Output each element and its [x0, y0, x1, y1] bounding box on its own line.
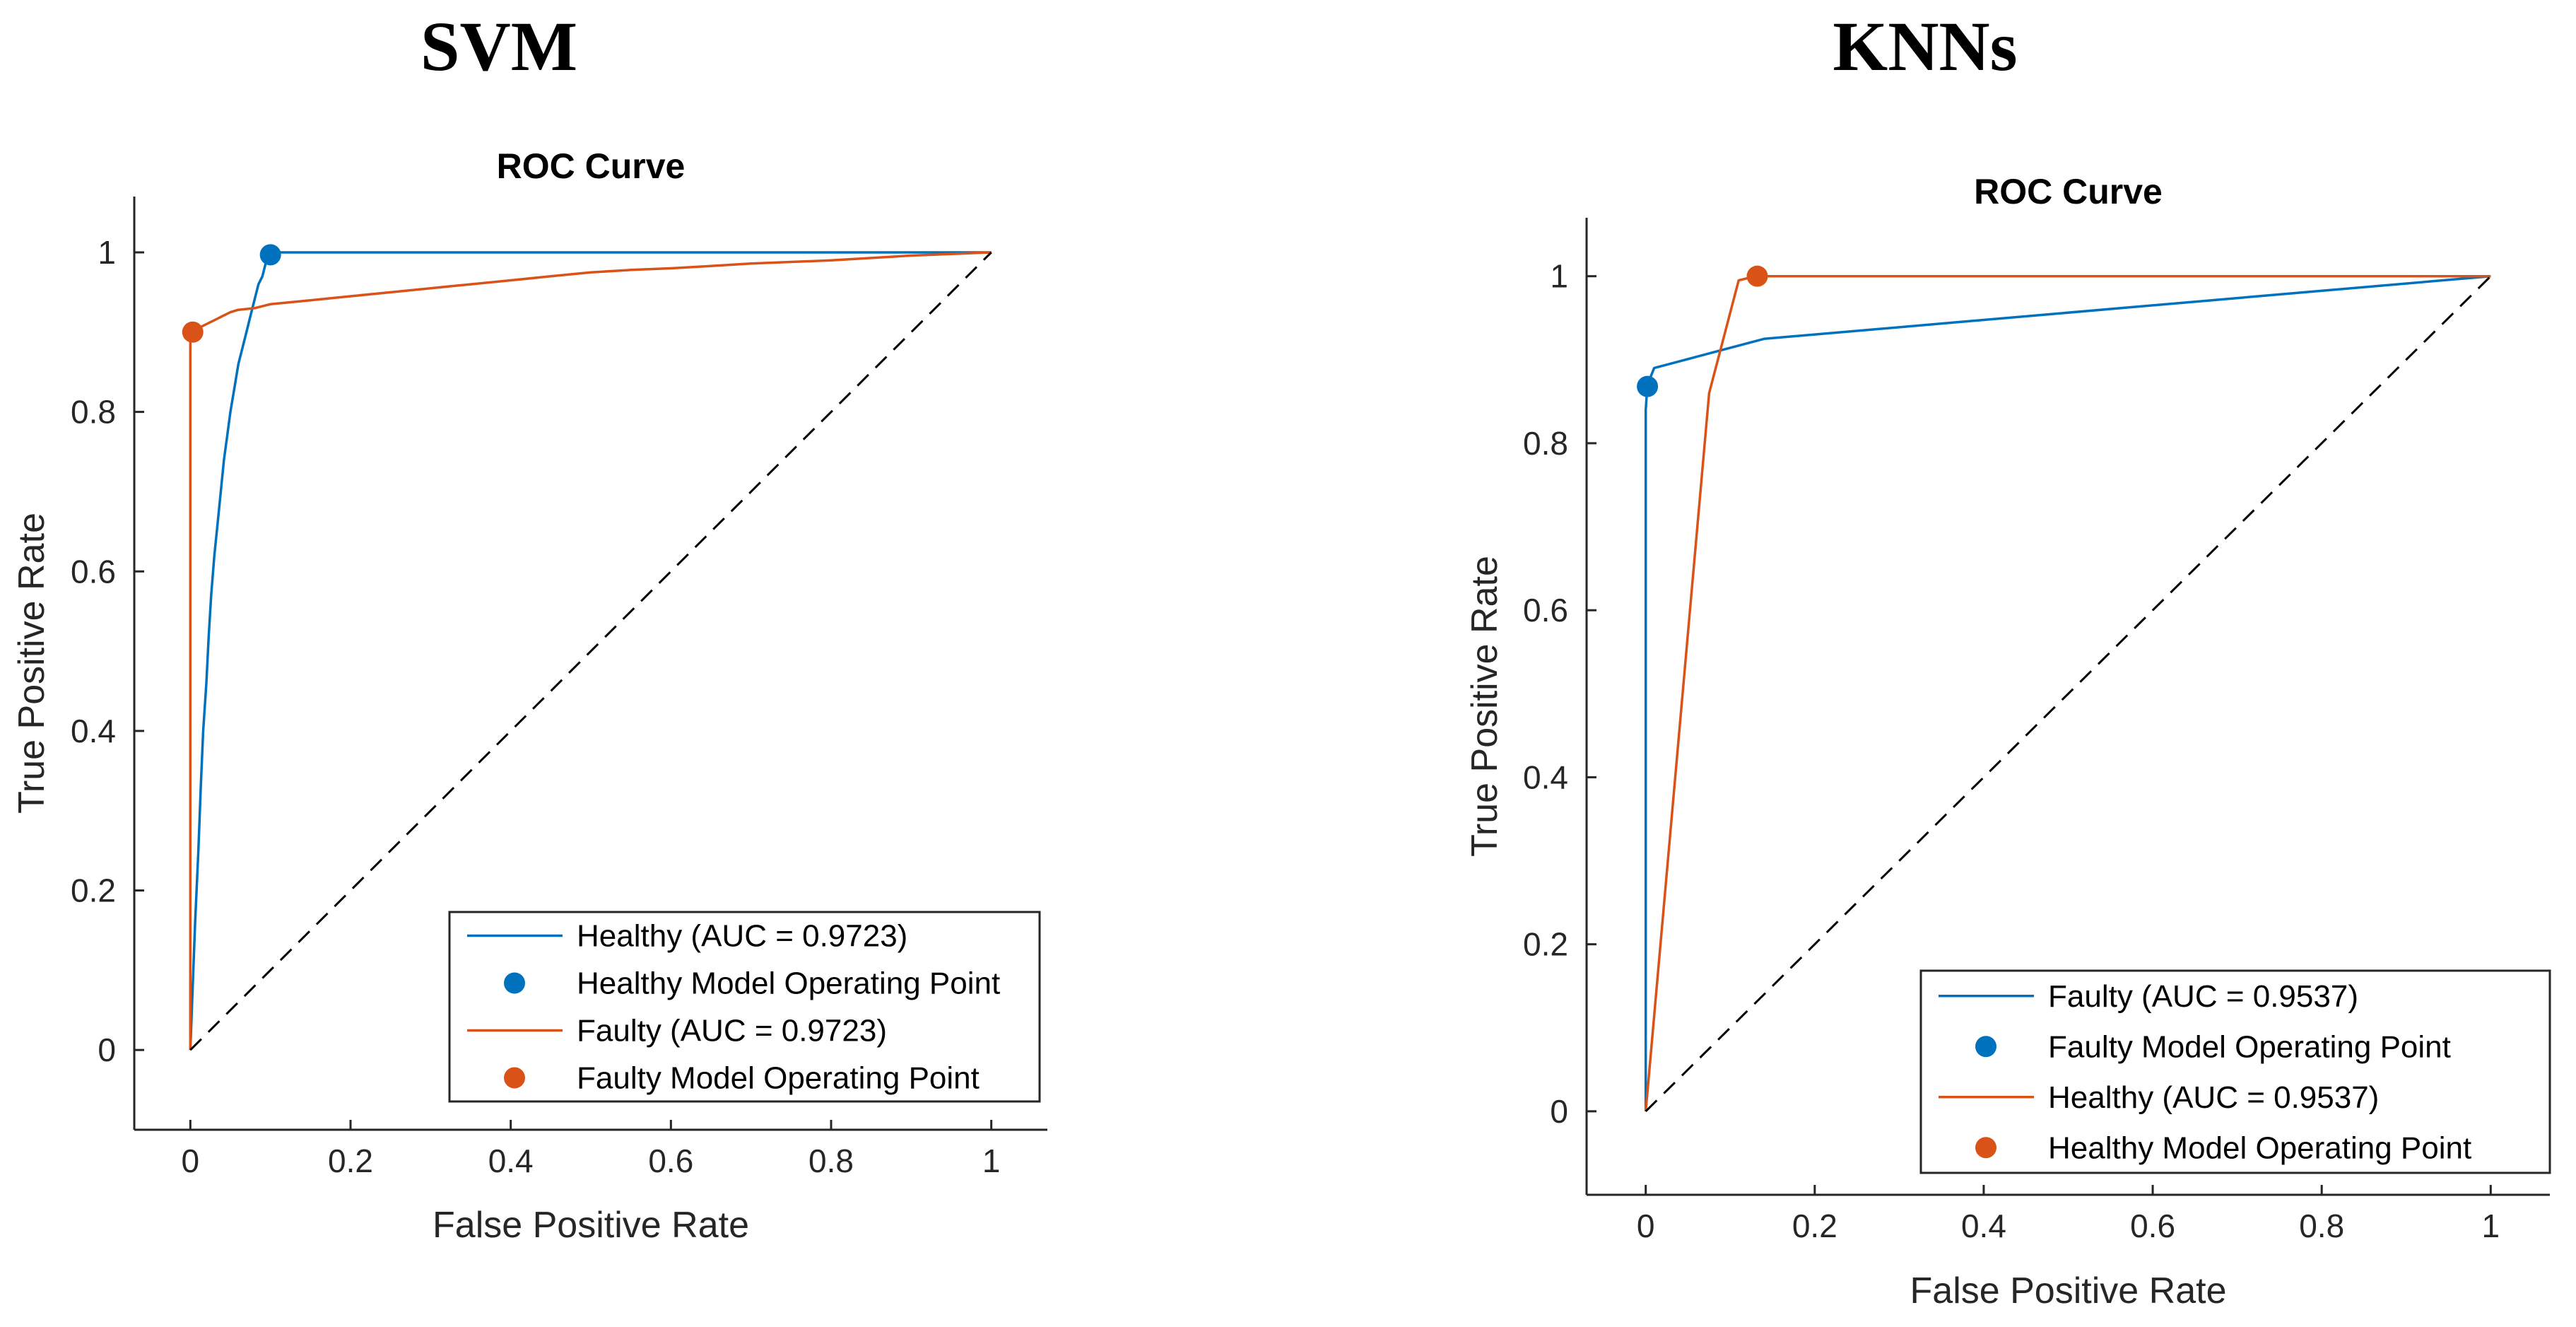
- legend-marker-swatch: [1975, 1036, 1996, 1058]
- y-tick-label: 0.4: [71, 713, 116, 749]
- x-tick-label: 0.8: [808, 1142, 854, 1179]
- knn-figure-title: KNNs: [1833, 7, 2018, 86]
- svm-figure-title: SVM: [420, 7, 578, 86]
- legend-marker-swatch: [1975, 1137, 1996, 1159]
- chance-diagonal-line: [189, 251, 992, 1051]
- operating-point-orange: [182, 321, 204, 343]
- y-tick-label: 1: [98, 234, 116, 271]
- x-axis-label: False Positive Rate: [1910, 1270, 2227, 1311]
- operating-point-blue: [259, 244, 281, 266]
- x-tick-label: 1: [2482, 1208, 2500, 1244]
- legend-box: [1919, 969, 2551, 1174]
- legend-marker-swatch: [504, 972, 525, 994]
- x-tick-label: 0: [1637, 1208, 1655, 1244]
- x-tick-label: 0.6: [648, 1142, 693, 1179]
- y-tick-label: 0.2: [1523, 926, 1568, 963]
- operating-point-blue: [1637, 375, 1659, 397]
- legend-label: Healthy Model Operating Point: [577, 966, 1000, 1001]
- roc-series-orange: [189, 251, 992, 1051]
- knn-chart: 0 0.2 0.4 0.6 0.8 1 0 0.2 0.4 0.6 0.8 1 ROC Curve Fal…: [1464, 172, 2551, 1311]
- legend: Faulty (AUC = 0.9537) Faulty Model Operat…: [1919, 969, 2551, 1174]
- y-tick-label: 1: [1550, 258, 1568, 295]
- y-tick-label: 0.6: [71, 553, 116, 590]
- y-tick-label: 0.4: [1523, 759, 1568, 795]
- x-tick-label: 0.4: [1961, 1208, 2006, 1244]
- chance-diagonal-line: [1645, 275, 2492, 1112]
- y-tick-label: 0.8: [71, 394, 116, 431]
- y-tick-label: 0: [1550, 1093, 1568, 1130]
- legend-label: Healthy (AUC = 0.9537): [2048, 1080, 2379, 1115]
- legend-label: Faulty (AUC = 0.9723): [577, 1014, 887, 1048]
- y-tick-label: 0.2: [71, 872, 116, 909]
- x-tick-label: 0: [182, 1142, 200, 1179]
- legend-box: [448, 911, 1041, 1103]
- x-tick-label: 0.4: [488, 1142, 534, 1179]
- roc-series-blue: [189, 251, 992, 1051]
- chart-title: ROC Curve: [497, 146, 686, 186]
- svm-chart: 0 0.2 0.4 0.6 0.8 1 0 0.2 0.4 0.6 0.8 1 ROC Curve Fal…: [11, 146, 1047, 1246]
- legend-label: Faulty (AUC = 0.9537): [2048, 979, 2358, 1014]
- chart-title: ROC Curve: [1974, 172, 2163, 211]
- legend-marker-swatch: [504, 1067, 525, 1089]
- y-axis-label: True Positive Rate: [11, 513, 52, 814]
- x-tick-label: 0.2: [1792, 1208, 1837, 1244]
- x-tick-label: 0.8: [2299, 1208, 2344, 1244]
- legend: Healthy (AUC = 0.9723) Healthy Model Oper…: [448, 911, 1041, 1103]
- y-tick-label: 0: [98, 1031, 116, 1068]
- x-tick-label: 0.6: [2130, 1208, 2175, 1244]
- operating-point-orange: [1746, 265, 1768, 287]
- legend-label: Faulty Model Operating Point: [2048, 1029, 2451, 1064]
- x-axis-label: False Positive Rate: [433, 1205, 749, 1246]
- x-tick-label: 0.2: [328, 1142, 373, 1179]
- y-tick-label: 0.6: [1523, 592, 1568, 629]
- x-tick-label: 1: [982, 1142, 1001, 1179]
- y-tick-label: 0.8: [1523, 425, 1568, 462]
- y-axis-label: True Positive Rate: [1464, 556, 1505, 857]
- legend-label: Healthy Model Operating Point: [2048, 1130, 2471, 1165]
- legend-label: Healthy (AUC = 0.9723): [577, 919, 907, 954]
- legend-label: Faulty Model Operating Point: [577, 1061, 980, 1096]
